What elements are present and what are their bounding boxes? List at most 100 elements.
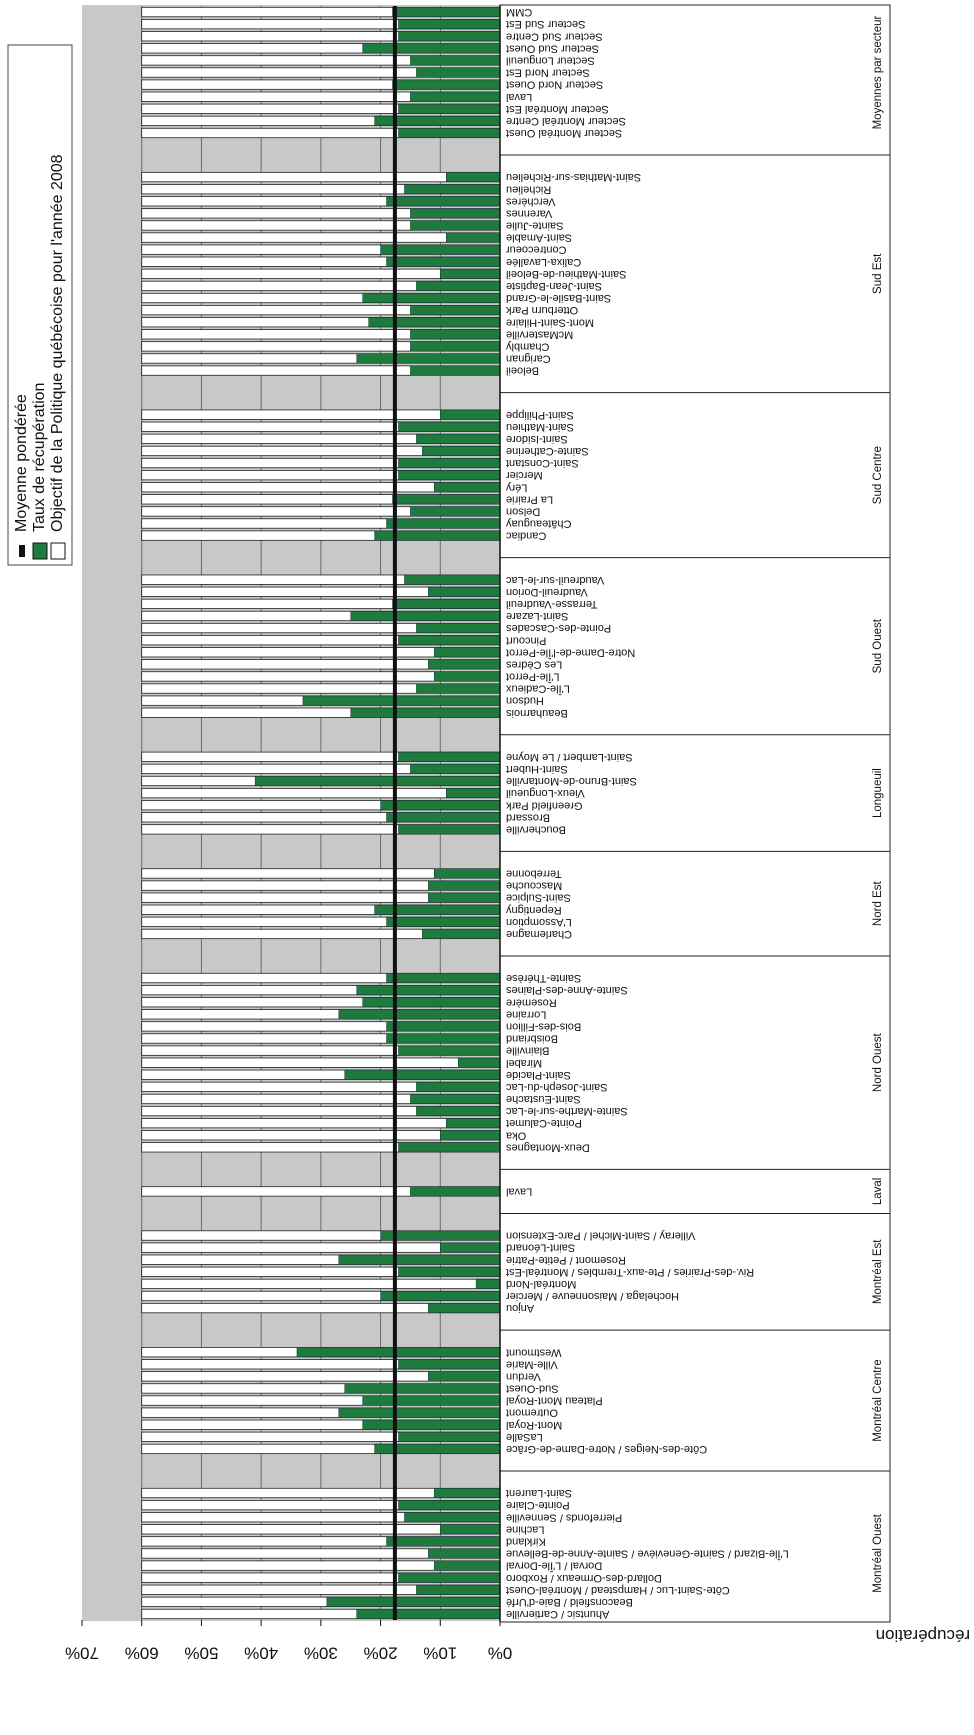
- category-label: Pointe-des-Cascades: [506, 622, 612, 634]
- legend-entry: Moyenne pondérée: [13, 394, 30, 532]
- category-label: Saint-Lambert / Le Moyne: [506, 751, 633, 763]
- rate-bar: [434, 482, 501, 493]
- category-label: Saint-Laurent: [506, 1487, 572, 1499]
- rate-bar: [386, 256, 501, 267]
- category-label: L'Île-Cadieux: [506, 683, 570, 696]
- category-label: Boisbriand: [506, 1033, 558, 1045]
- category-label: Richelieu: [506, 183, 551, 195]
- legend: Objectif de la Politique québécoise pour…: [7, 44, 73, 566]
- category-label: Vaudreuil-sur-le-Lac: [506, 574, 605, 586]
- group-label: Sud Centre: [872, 446, 884, 504]
- category-label: Verdun: [506, 1370, 541, 1382]
- rate-bar: [398, 458, 501, 469]
- category-label: Saint-Mathias-sur-Richelieu: [506, 171, 641, 183]
- y-tick-label: 70%: [65, 1644, 99, 1663]
- category-label: Saint-Bruno-de-Montarville: [506, 775, 637, 787]
- category-label: Terrebonne: [506, 868, 562, 880]
- legend-swatch-objective: [50, 542, 66, 560]
- rate-bar: [362, 293, 501, 303]
- rate-bar: [410, 341, 501, 352]
- category-label: Calixa-Lavallée: [506, 256, 581, 268]
- category-label: Saint-Joseph-du-Lac: [506, 1081, 608, 1093]
- rate-bar: [398, 128, 501, 138]
- legend-box: [7, 44, 73, 566]
- rate-bar: [386, 973, 501, 983]
- category-label: Mascouche: [506, 880, 562, 892]
- category-label: Les Cèdres: [506, 658, 563, 670]
- category-label: Blainville: [506, 1045, 549, 1057]
- category-label: Bois-des-Fillion: [506, 1020, 581, 1032]
- category-label: Greenfield Park: [506, 799, 583, 811]
- group-label: Sud Est: [872, 253, 884, 294]
- category-label: Kirkland: [506, 1535, 546, 1547]
- rate-bar: [344, 1069, 501, 1080]
- category-label: Léry: [506, 481, 528, 493]
- category-label: Secteur Nord Ouest: [506, 79, 603, 91]
- category-label: Varennes: [506, 207, 553, 219]
- category-label: Beaconsfield / Baie-d'Urfé: [506, 1596, 633, 1608]
- category-label: Saint-Mathieu: [506, 421, 574, 433]
- rate-bar: [410, 220, 501, 231]
- category-label: Carignan: [506, 353, 551, 365]
- rate-bar: [428, 880, 501, 891]
- y-tick-label: 50%: [184, 1644, 218, 1663]
- category-label: Saint-Isidore: [506, 433, 568, 445]
- rate-bar: [398, 1500, 501, 1511]
- category-label: Hudson: [506, 695, 544, 707]
- category-label: Notre-Dame-de-l'Île-Perrot: [506, 646, 635, 659]
- rate-bar: [380, 1291, 501, 1301]
- rate-bar: [398, 1142, 501, 1153]
- rate-bar: [254, 776, 501, 786]
- category-label: Ville-Marie: [506, 1358, 558, 1370]
- category-label: Saint-Jean-Baptiste: [506, 280, 602, 292]
- rate-bar: [446, 1118, 501, 1129]
- rate-bar: [338, 1009, 501, 1020]
- y-axis-ticks: 0% 10% 20% 30% 40% 50% 60% 70%: [65, 1620, 512, 1663]
- rate-bar: [410, 1186, 501, 1197]
- category-label: Châteauguay: [506, 518, 572, 530]
- rate-bar: [416, 433, 501, 444]
- category-label: L'Assomption: [506, 916, 572, 928]
- category-label: Beloeil: [506, 365, 539, 377]
- group-label: Nord Ouest: [872, 1032, 884, 1092]
- rate-bar: [398, 1045, 501, 1056]
- category-label: Anjou: [506, 1302, 534, 1314]
- rate-bar: [434, 1560, 501, 1571]
- category-label: Côte-Saint-Luc / Hampstead / Montréal-Ou…: [506, 1584, 730, 1596]
- y-tick-label: 30%: [304, 1644, 338, 1663]
- category-label: Sainte-Thérèse: [506, 972, 581, 984]
- rate-bar: [404, 574, 501, 585]
- bars: [141, 6, 501, 1620]
- group-label: Nord Est: [872, 881, 884, 927]
- category-label: Contrecoeur: [506, 244, 567, 256]
- rate-bar: [410, 55, 501, 66]
- category-label: Saint-Placide: [506, 1069, 571, 1081]
- rate-bar: [422, 445, 501, 456]
- category-label: Secteur Montréal Ouest: [506, 127, 622, 139]
- category-label: Saint-Hubert: [506, 763, 568, 775]
- category-label: CMM: [506, 6, 532, 18]
- rate-bar: [386, 812, 501, 823]
- rate-bar: [428, 892, 501, 903]
- category-label: Candiac: [506, 530, 547, 542]
- rate-bar: [386, 916, 501, 927]
- rate-bar: [416, 67, 501, 78]
- rate-bar: [428, 1303, 501, 1314]
- rate-bar: [326, 1596, 501, 1607]
- rate-bar: [398, 19, 501, 30]
- rate-bar: [428, 1548, 501, 1559]
- y-tick-label: 10%: [423, 1644, 457, 1663]
- category-label: L'Île-Bizard / Sainte-Geneviève / Sainte…: [506, 1548, 789, 1561]
- category-label: Secteur Montréal Est: [506, 103, 609, 115]
- rate-bar: [428, 659, 501, 670]
- category-label: Westmount: [506, 1346, 561, 1358]
- category-label: Montréal-Nord: [506, 1278, 576, 1290]
- rate-bar: [410, 208, 501, 219]
- rate-bar: [416, 623, 501, 634]
- y-axis-label: Taux de récupération: [876, 1626, 974, 1645]
- category-label: Saint-Sulpice: [506, 892, 571, 904]
- category-label: Vaudreuil-Dorion: [506, 586, 588, 598]
- rate-bar: [398, 1431, 501, 1442]
- rate-bar: [392, 7, 501, 18]
